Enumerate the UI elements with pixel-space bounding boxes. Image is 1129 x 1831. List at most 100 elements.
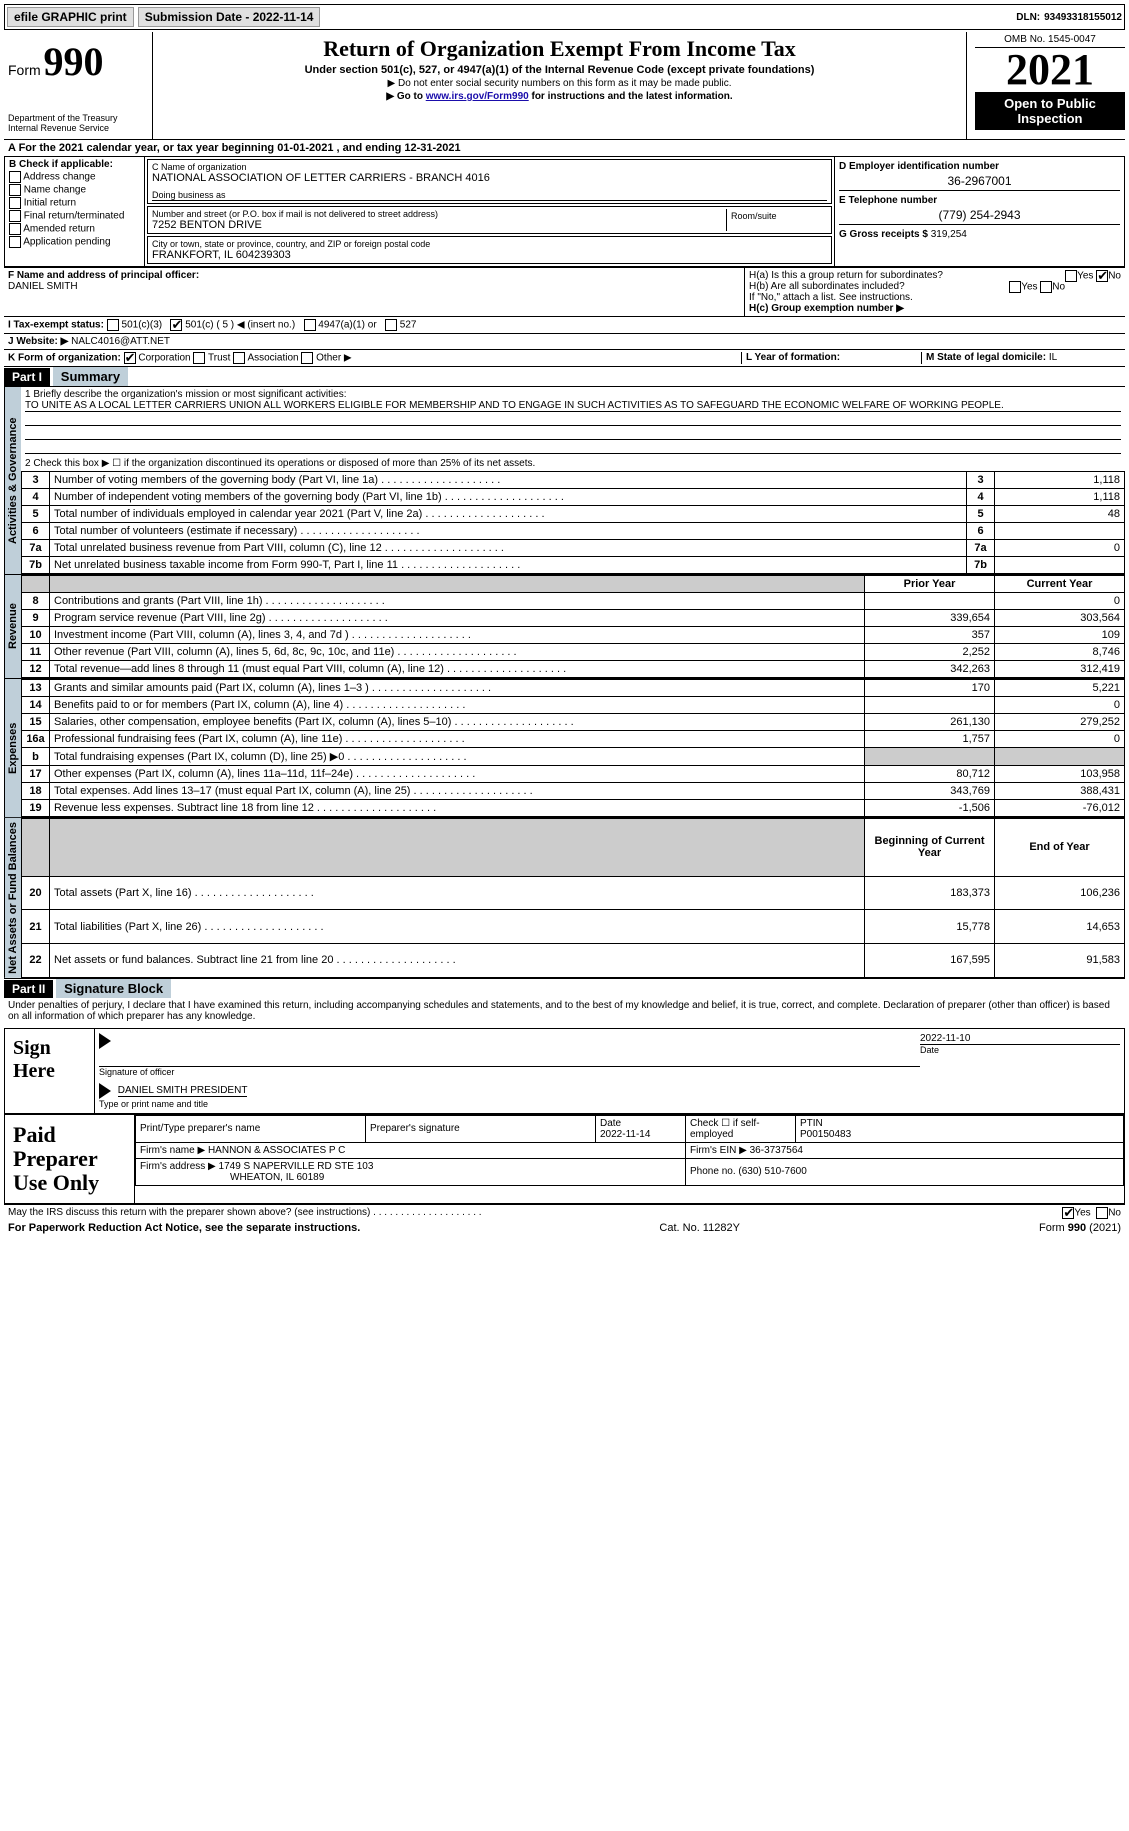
phone-value: (779) 254-2943 (839, 208, 1120, 222)
opt-corp[interactable]: Corporation (138, 353, 190, 364)
website-label: J Website: ▶ (8, 336, 68, 347)
opt-527[interactable]: 527 (400, 320, 417, 331)
domicile-value: IL (1049, 352, 1057, 363)
firm-phone-label: Phone no. (690, 1166, 736, 1177)
domicile-label: M State of legal domicile: (926, 352, 1046, 363)
cb-final-return[interactable]: Final return/terminated (9, 210, 140, 222)
sig-officer-label: Signature of officer (99, 1067, 920, 1077)
table-row: 18Total expenses. Add lines 13–17 (must … (22, 783, 1125, 800)
box-b-title: B Check if applicable: (9, 159, 140, 170)
opt-501c3[interactable]: 501(c)(3) (122, 320, 163, 331)
prep-selfemp[interactable]: Check ☐ if self-employed (686, 1115, 796, 1142)
table-row: 20Total assets (Part X, line 16)183,3731… (22, 876, 1125, 910)
opt-501c[interactable]: 501(c) ( 5 ) ◀ (insert no.) (185, 320, 295, 331)
table-row: 11Other revenue (Part VIII, column (A), … (22, 644, 1125, 661)
addr-label: Number and street (or P.O. box if mail i… (152, 209, 726, 219)
row-i: I Tax-exempt status: 501(c)(3) 501(c) ( … (4, 316, 1125, 333)
arrow-icon (99, 1083, 111, 1099)
year-formation: L Year of formation: (741, 352, 921, 364)
firm-ein-label: Firm's EIN ▶ (690, 1145, 747, 1156)
firm-addr2: WHEATON, IL 60189 (230, 1172, 324, 1183)
opt-assoc[interactable]: Association (247, 353, 298, 364)
revenue-label: Revenue (4, 575, 21, 678)
ha-question: H(a) Is this a group return for subordin… (749, 270, 1121, 281)
part1-header: Part I (4, 368, 50, 386)
revenue-table: Prior YearCurrent Year8Contributions and… (21, 575, 1125, 678)
firm-addr1: 1749 S NAPERVILLE RD STE 103 (219, 1161, 374, 1172)
form-word: Form (8, 62, 41, 78)
firm-name-label: Firm's name ▶ (140, 1145, 205, 1156)
prep-name-label: Print/Type preparer's name (136, 1115, 366, 1142)
tax-period: A For the 2021 calendar year, or tax yea… (4, 139, 1125, 156)
irs-link[interactable]: www.irs.gov/Form990 (426, 91, 529, 102)
part1-title: Summary (53, 367, 128, 386)
city-label: City or town, state or province, country… (152, 239, 827, 249)
tax-year: 2021 (975, 48, 1125, 92)
gross-receipts-label: G Gross receipts $ (839, 229, 928, 240)
arrow-icon (99, 1033, 111, 1049)
form-note-link: ▶ Go to www.irs.gov/Form990 for instruct… (157, 91, 962, 102)
opt-trust[interactable]: Trust (208, 353, 230, 364)
discuss-no[interactable]: No (1108, 1208, 1121, 1219)
ptin-value: P00150483 (800, 1129, 851, 1140)
box-de: D Employer identification number 36-2967… (834, 157, 1124, 266)
paid-preparer-block: Paid Preparer Use Only Print/Type prepar… (4, 1114, 1125, 1205)
opt-4947[interactable]: 4947(a)(1) or (318, 320, 376, 331)
ptin-label: PTIN (800, 1118, 823, 1129)
cb-amended-return[interactable]: Amended return (9, 223, 140, 235)
prep-date: 2022-11-14 (600, 1129, 650, 1140)
phone-label: E Telephone number (839, 190, 1120, 206)
table-row: 7aTotal unrelated business revenue from … (22, 540, 1125, 557)
hb-question: H(b) Are all subordinates included? Yes … (749, 281, 1121, 292)
website-value: NALC4016@ATT.NET (71, 336, 170, 347)
dept-treasury: Department of the Treasury Internal Reve… (8, 113, 140, 133)
footer-right: Form 990 (2021) (1039, 1222, 1121, 1234)
row-klm: K Form of organization: Corporation Trus… (4, 349, 1125, 366)
table-row: 22Net assets or fund balances. Subtract … (22, 944, 1125, 978)
form-org-label: K Form of organization: (8, 353, 121, 364)
efile-print-button[interactable]: efile GRAPHIC print (7, 7, 134, 27)
cb-initial-return[interactable]: Initial return (9, 197, 140, 209)
expenses-label: Expenses (4, 679, 21, 817)
row-fh: F Name and address of principal officer:… (4, 267, 1125, 316)
dba-label: Doing business as (152, 190, 827, 201)
box-c: C Name of organization NATIONAL ASSOCIAT… (145, 157, 834, 266)
discuss-yes[interactable]: Yes (1074, 1208, 1090, 1219)
table-row: 21Total liabilities (Part X, line 26)15,… (22, 910, 1125, 944)
form-title: Return of Organization Exempt From Incom… (157, 36, 962, 62)
footer-left: For Paperwork Reduction Act Notice, see … (8, 1222, 360, 1234)
netassets-section: Net Assets or Fund Balances Beginning of… (4, 817, 1125, 978)
q2-text: 2 Check this box ▶ ☐ if the organization… (21, 456, 1125, 471)
open-to-public: Open to Public Inspection (975, 92, 1125, 130)
form-note-ssn: ▶ Do not enter social security numbers o… (157, 78, 962, 89)
sign-here-block: Sign Here Signature of officer 2022-11-1… (4, 1028, 1125, 1114)
table-row: bTotal fundraising expenses (Part IX, co… (22, 748, 1125, 766)
sig-name: DANIEL SMITH PRESIDENT (118, 1085, 248, 1097)
officer-name: DANIEL SMITH (8, 281, 740, 292)
table-row: 13Grants and similar amounts paid (Part … (22, 680, 1125, 697)
cb-name-change[interactable]: Name change (9, 184, 140, 196)
gross-receipts-value: 319,254 (931, 229, 967, 240)
q1-value: TO UNITE AS A LOCAL LETTER CARRIERS UNIO… (25, 400, 1121, 412)
ein-value: 36-2967001 (839, 174, 1120, 188)
signature-declaration: Under penalties of perjury, I declare th… (4, 998, 1125, 1024)
cb-application-pending[interactable]: Application pending (9, 236, 140, 248)
firm-addr-label: Firm's address ▶ (140, 1161, 216, 1172)
part2-header: Part II (4, 980, 53, 998)
activities-label: Activities & Governance (4, 387, 21, 574)
sig-name-label: Type or print name and title (99, 1099, 1120, 1109)
prep-sig-label: Preparer's signature (366, 1115, 596, 1142)
firm-phone: (630) 510-7600 (738, 1166, 806, 1177)
opt-other[interactable]: Other ▶ (316, 353, 351, 364)
revenue-section: Revenue Prior YearCurrent Year8Contribut… (4, 574, 1125, 678)
org-name: NATIONAL ASSOCIATION OF LETTER CARRIERS … (152, 172, 827, 184)
header-info-grid: B Check if applicable: Address change Na… (4, 156, 1125, 267)
sign-here-label: Sign Here (5, 1029, 95, 1113)
netassets-table: Beginning of Current YearEnd of Year20To… (21, 818, 1125, 978)
prep-date-label: Date (600, 1118, 621, 1129)
q1-label: 1 Briefly describe the organization's mi… (25, 389, 1121, 400)
table-row: 10Investment income (Part VIII, column (… (22, 627, 1125, 644)
sig-date-label: Date (920, 1045, 1120, 1055)
cb-address-change[interactable]: Address change (9, 171, 140, 183)
table-row: 5Total number of individuals employed in… (22, 506, 1125, 523)
